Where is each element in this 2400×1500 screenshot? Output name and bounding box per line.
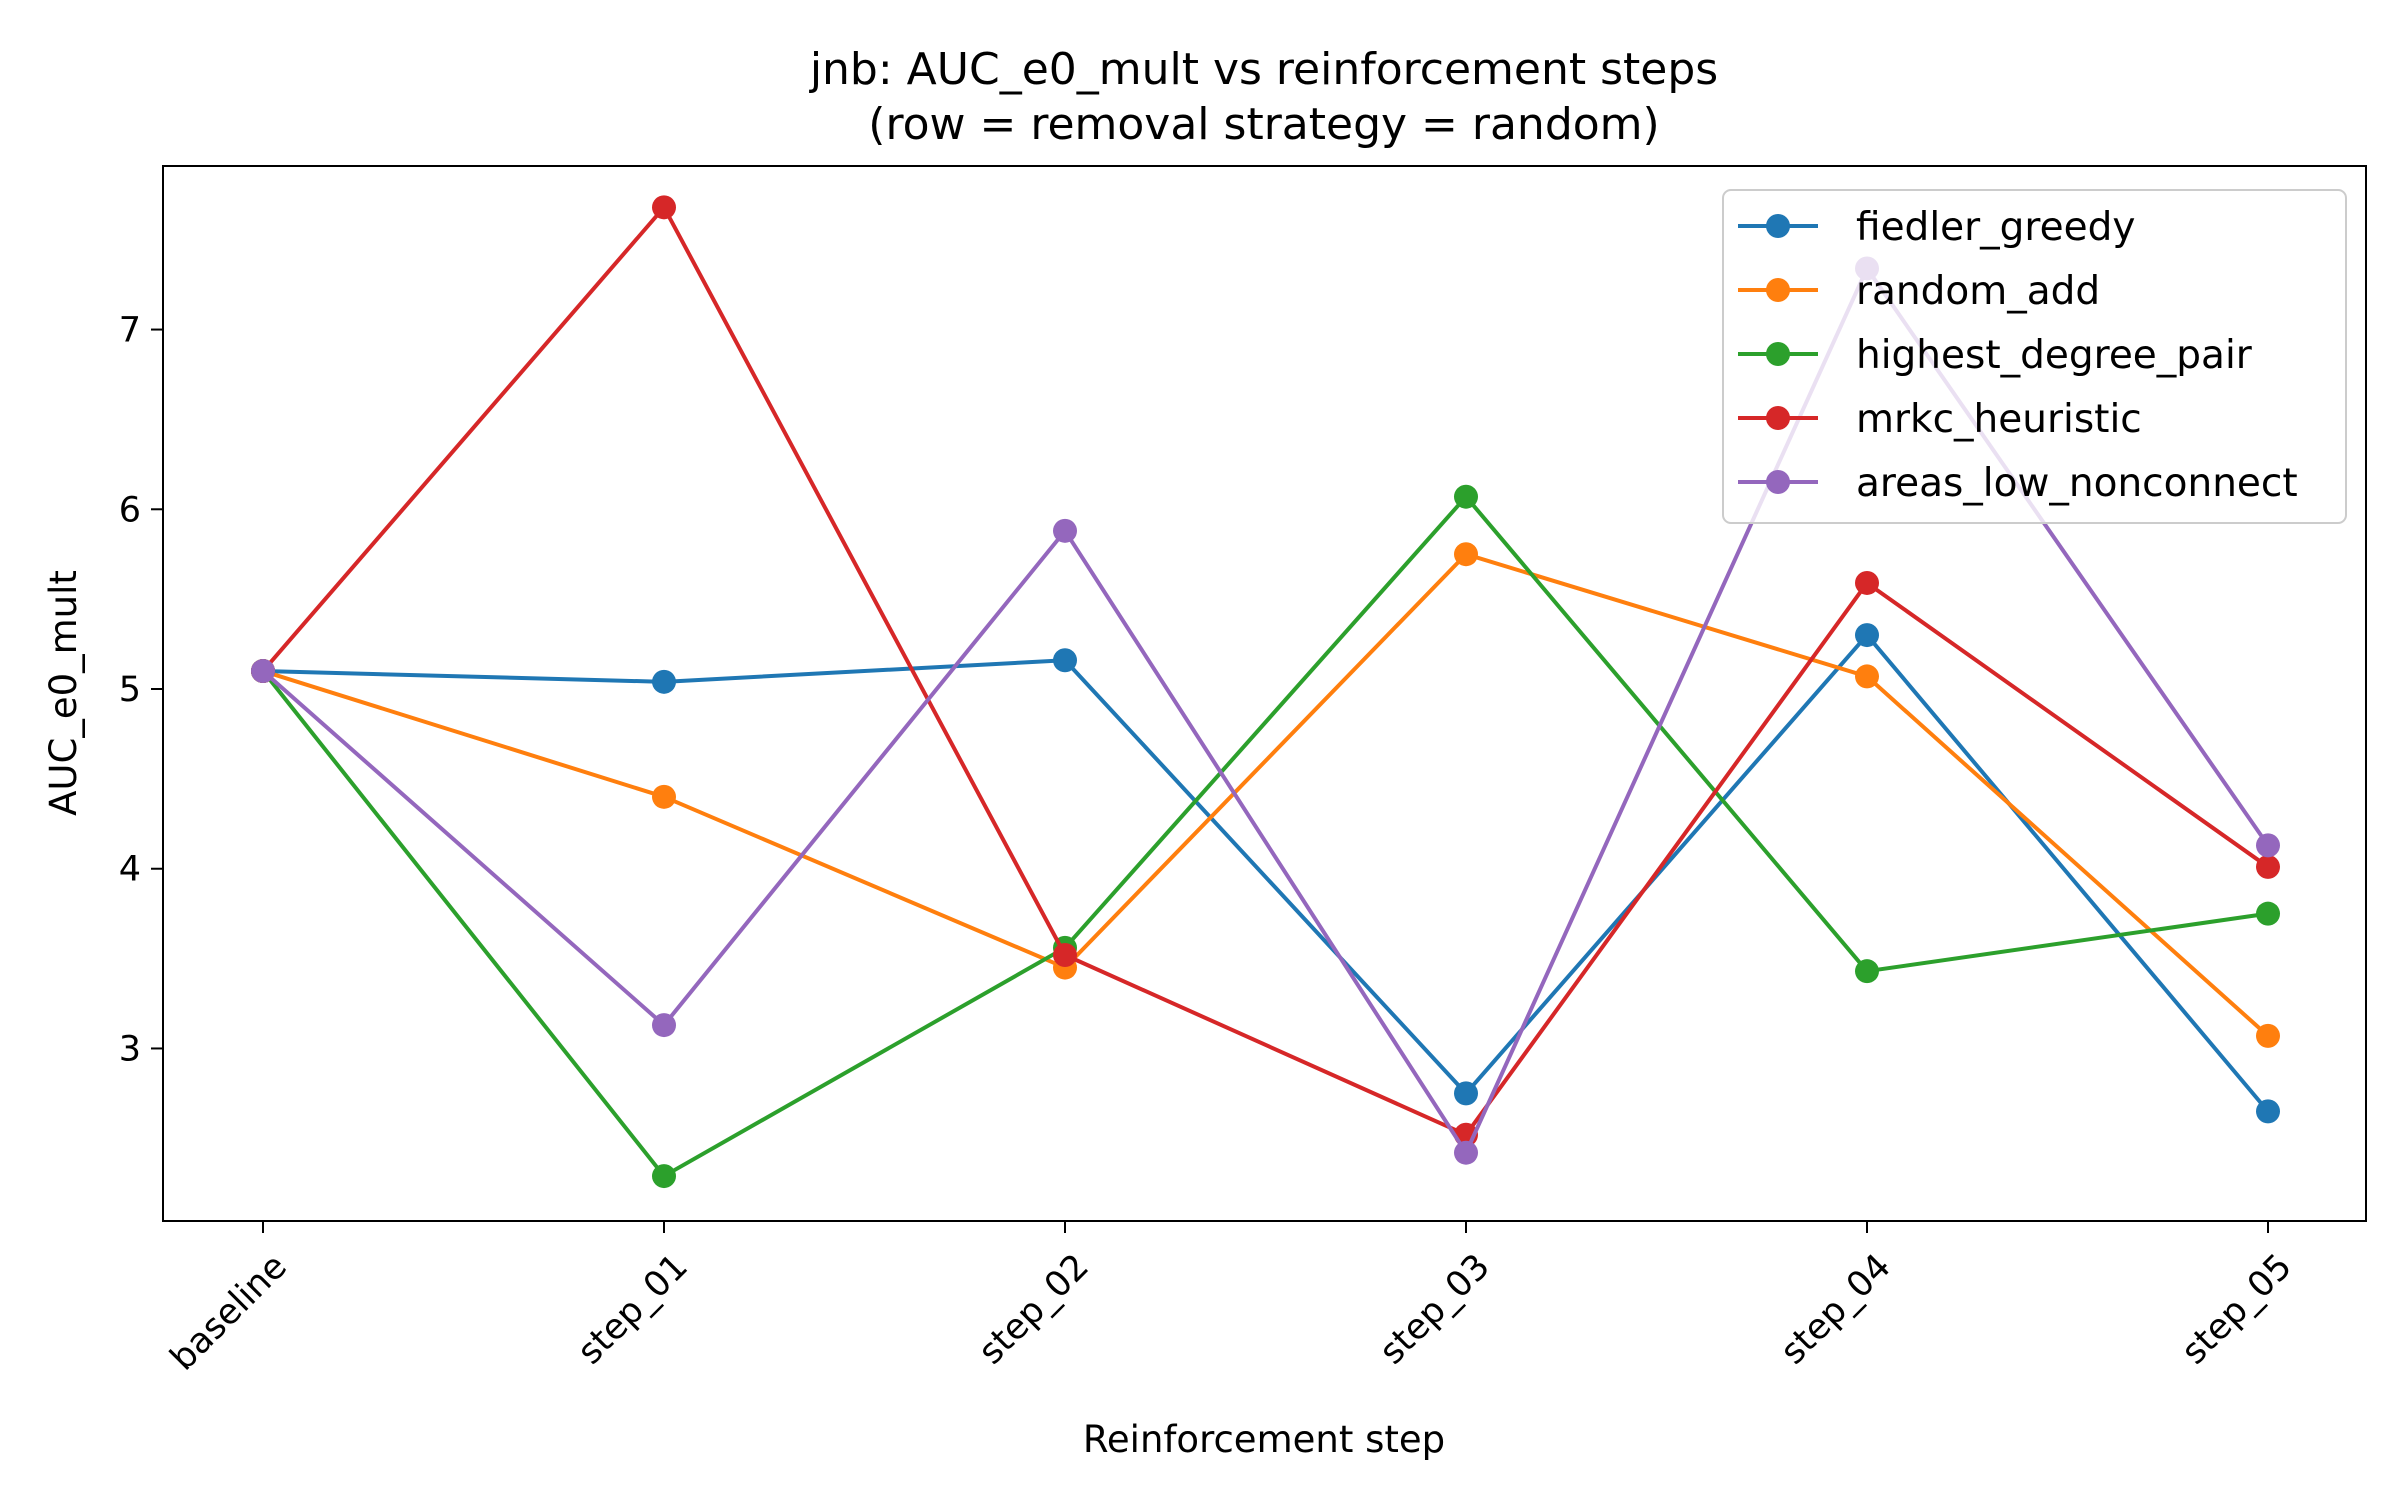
data-point-fiedler-greedy	[1053, 648, 1077, 673]
y-tick-label: 5	[119, 670, 141, 710]
data-point-mrkc-heuristic	[1053, 943, 1077, 968]
data-point-mrkc-heuristic	[1855, 570, 1879, 595]
data-point-mrkc-heuristic	[2256, 854, 2280, 879]
data-point-random-add	[1855, 664, 1879, 689]
y-tick-label: 6	[119, 490, 141, 530]
series-line-fiedler-greedy	[261, 633, 2270, 1114]
legend-marker-highest-degree-pair	[1766, 342, 1790, 366]
data-point-areas-low-nonconnect	[1053, 518, 1077, 543]
y-tick-label: 3	[119, 1029, 141, 1069]
data-point-highest-degree-pair	[2256, 901, 2280, 926]
legend-label-highest-degree-pair: highest_degree_pair	[1856, 333, 2253, 378]
legend-label-random-add: random_add	[1856, 269, 2100, 314]
series-line-random-add	[261, 552, 2270, 1038]
data-point-fiedler-greedy	[1855, 623, 1879, 648]
y-axis-label: AUC_e0_mult	[42, 570, 85, 816]
data-point-fiedler-greedy	[2256, 1099, 2280, 1124]
series-line-highest-degree-pair	[261, 494, 2270, 1179]
data-point-random-add	[1454, 542, 1478, 567]
legend-label-mrkc-heuristic: mrkc_heuristic	[1856, 397, 2142, 442]
series-line-mrkc-heuristic	[261, 205, 2270, 1137]
legend-marker-fiedler-greedy	[1766, 214, 1790, 238]
data-point-areas-low-nonconnect	[652, 1013, 676, 1038]
data-point-highest-degree-pair	[1454, 484, 1478, 509]
y-tick-label: 7	[119, 311, 141, 351]
plot-frame	[162, 165, 2367, 1222]
data-point-highest-degree-pair	[1855, 959, 1879, 984]
legend-marker-mrkc-heuristic	[1766, 406, 1790, 430]
data-point-mrkc-heuristic	[652, 195, 676, 220]
chart-subtitle: (row = removal strategy = random)	[868, 99, 1659, 150]
chart-title: jnb: AUC_e0_mult vs reinforcement steps	[809, 44, 1718, 95]
legend-marker-areas-low-nonconnect	[1766, 470, 1790, 494]
y-tick-label: 4	[119, 850, 141, 890]
legend-label-areas-low-nonconnect: areas_low_nonconnect	[1856, 461, 2298, 506]
data-point-areas-low-nonconnect	[2256, 833, 2280, 858]
data-point-areas-low-nonconnect	[1454, 1140, 1478, 1165]
y-axis: 3 4 5 6 7	[119, 311, 163, 1069]
data-point-highest-degree-pair	[652, 1164, 676, 1189]
data-point-random-add	[652, 784, 676, 809]
legend: fiedler_greedy random_add highest_degree_p…	[1722, 189, 2347, 524]
legend-marker-random-add	[1766, 278, 1790, 302]
data-point-fiedler-greedy	[652, 669, 676, 694]
data-point-fiedler-greedy	[1454, 1081, 1478, 1106]
data-point-random-add	[2256, 1023, 2280, 1048]
data-point-areas-low-nonconnect	[251, 659, 275, 684]
legend-label-fiedler-greedy: fiedler_greedy	[1856, 205, 2135, 250]
x-axis-label: Reinforcement step	[1083, 1418, 1445, 1461]
legend-box	[1722, 189, 2347, 524]
